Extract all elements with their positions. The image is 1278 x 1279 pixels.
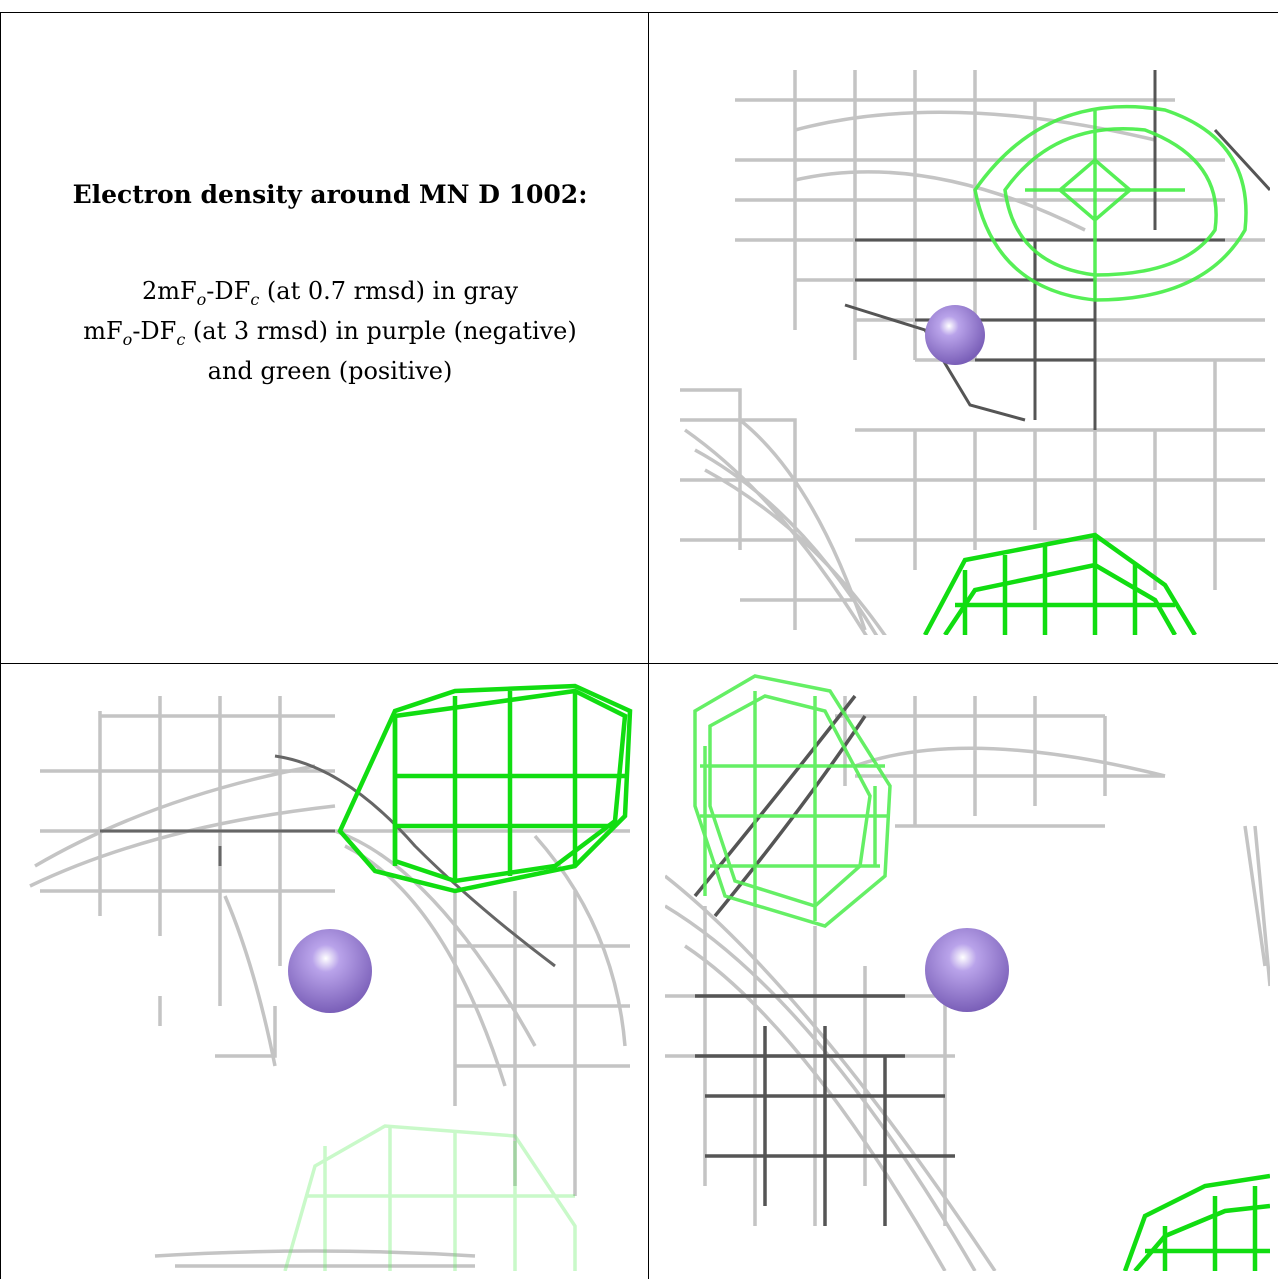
density-view-1 <box>665 30 1270 635</box>
border-left <box>0 12 1 1279</box>
density-view-3-canvas <box>665 674 1270 1271</box>
caption-title: Electron density around MN D 1002: <box>72 180 588 209</box>
green-mesh-top <box>693 674 892 928</box>
dark-mesh <box>100 754 556 968</box>
caption-line-2mfo: 2mFo-DFc (at 0.7 rmsd) in gray <box>141 277 519 309</box>
gray-mesh <box>29 696 630 1268</box>
green-mesh-top <box>337 683 633 894</box>
divider-horizontal <box>0 663 1278 664</box>
dark-mesh <box>844 70 1270 430</box>
density-view-1-canvas <box>680 70 1270 635</box>
mn-atom-sphere <box>288 929 372 1013</box>
caption-line-green: and green (positive) <box>207 357 453 385</box>
divider-vertical <box>648 12 649 1279</box>
dark-mesh <box>693 694 955 1226</box>
density-view-3 <box>665 666 1270 1271</box>
density-view-2 <box>15 666 643 1271</box>
green-mesh-bottom <box>1122 1173 1270 1271</box>
caption-line-mfo: mFo-DFc (at 3 rmsd) in purple (negative) <box>83 317 577 349</box>
border-top <box>0 12 1278 13</box>
density-view-2-canvas <box>29 683 633 1271</box>
caption-cell: Electron density around MN D 1002: 2mFo-… <box>20 180 640 391</box>
green-mesh-top <box>973 104 1248 302</box>
mn-atom-sphere <box>925 305 985 365</box>
green-mesh-faint <box>283 1124 577 1271</box>
green-mesh-bottom <box>923 532 1197 635</box>
mn-atom-sphere <box>925 928 1009 1012</box>
